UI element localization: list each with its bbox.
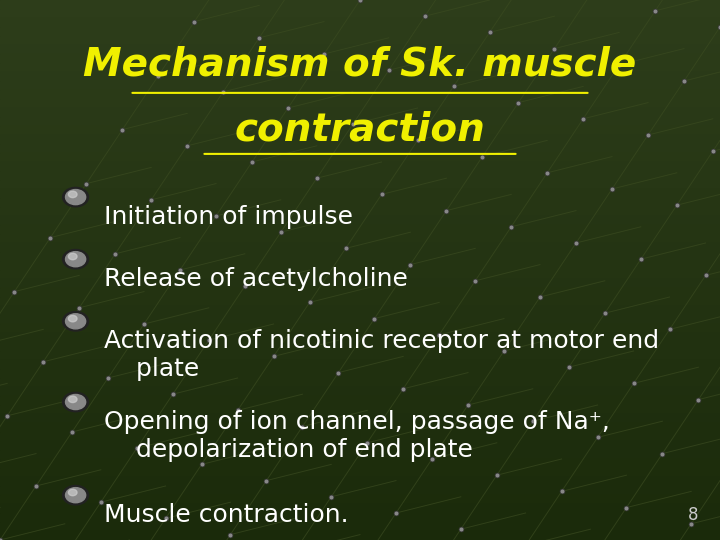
Bar	[0, 198, 720, 207]
Bar	[0, 486, 720, 495]
Bar	[0, 450, 720, 459]
Bar	[0, 405, 720, 414]
Bar	[0, 414, 720, 423]
Bar	[0, 234, 720, 243]
Bar	[0, 297, 720, 306]
Bar	[0, 81, 720, 90]
Bar	[0, 261, 720, 270]
Bar	[0, 18, 720, 27]
Bar	[0, 423, 720, 432]
Bar	[0, 45, 720, 54]
Text: Opening of ion channel, passage of Na⁺,
    depolarization of end plate: Opening of ion channel, passage of Na⁺, …	[104, 410, 611, 462]
Bar	[0, 216, 720, 225]
Bar	[0, 342, 720, 351]
Bar	[0, 162, 720, 171]
Bar	[0, 432, 720, 441]
Circle shape	[66, 252, 86, 267]
Bar	[0, 72, 720, 81]
Bar	[0, 378, 720, 387]
Circle shape	[63, 392, 89, 411]
Bar	[0, 270, 720, 279]
Bar	[0, 207, 720, 216]
Bar	[0, 459, 720, 468]
Bar	[0, 27, 720, 36]
Bar	[0, 306, 720, 315]
Bar	[0, 0, 720, 9]
Bar	[0, 315, 720, 324]
Bar	[0, 333, 720, 342]
Bar	[0, 108, 720, 117]
Bar	[0, 324, 720, 333]
Bar	[0, 90, 720, 99]
Bar	[0, 513, 720, 522]
Bar	[0, 189, 720, 198]
Bar	[0, 117, 720, 126]
Bar	[0, 396, 720, 405]
Bar	[0, 477, 720, 486]
Circle shape	[66, 190, 86, 205]
Text: contraction: contraction	[235, 111, 485, 148]
Bar	[0, 54, 720, 63]
Bar	[0, 63, 720, 72]
Circle shape	[63, 249, 89, 269]
Circle shape	[68, 191, 77, 198]
Text: Release of acetylcholine: Release of acetylcholine	[104, 267, 408, 291]
Bar	[0, 243, 720, 252]
Bar	[0, 144, 720, 153]
Circle shape	[68, 253, 77, 260]
Bar	[0, 153, 720, 162]
Bar	[0, 504, 720, 513]
Circle shape	[66, 314, 86, 329]
Text: Initiation of impulse: Initiation of impulse	[104, 205, 354, 229]
Bar	[0, 126, 720, 135]
Bar	[0, 351, 720, 360]
Circle shape	[68, 489, 77, 496]
Circle shape	[68, 315, 77, 322]
Bar	[0, 225, 720, 234]
Bar	[0, 279, 720, 288]
Circle shape	[63, 485, 89, 505]
Circle shape	[66, 488, 86, 503]
Circle shape	[68, 396, 77, 403]
Text: Muscle contraction.: Muscle contraction.	[104, 503, 349, 527]
Circle shape	[63, 187, 89, 207]
Bar	[0, 171, 720, 180]
Text: Mechanism of Sk. muscle: Mechanism of Sk. muscle	[84, 46, 636, 84]
Bar	[0, 36, 720, 45]
Bar	[0, 180, 720, 189]
Circle shape	[63, 312, 89, 331]
Bar	[0, 468, 720, 477]
Text: 8: 8	[688, 506, 698, 524]
Circle shape	[66, 394, 86, 410]
Text: Activation of nicotinic receptor at motor end
    plate: Activation of nicotinic receptor at moto…	[104, 329, 660, 381]
Bar	[0, 387, 720, 396]
Bar	[0, 9, 720, 18]
Bar	[0, 441, 720, 450]
Bar	[0, 252, 720, 261]
Bar	[0, 135, 720, 144]
Bar	[0, 99, 720, 108]
Bar	[0, 369, 720, 378]
Bar	[0, 495, 720, 504]
Bar	[0, 360, 720, 369]
Bar	[0, 531, 720, 540]
Bar	[0, 288, 720, 297]
Bar	[0, 522, 720, 531]
